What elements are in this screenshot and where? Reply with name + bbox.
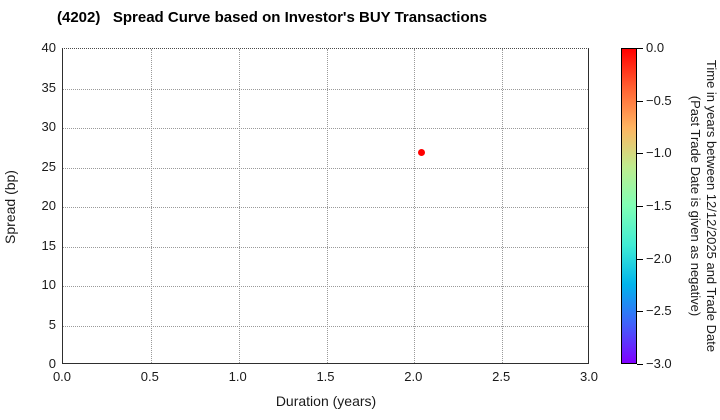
v-gridline [414,49,416,363]
colorbar-tick [637,258,643,260]
x-tick-label: 1.5 [316,369,335,384]
y-tick-label: 30 [41,119,56,134]
v-gridline [238,49,240,363]
colorbar-tick-label: −2.5 [646,303,672,319]
scatter-point [417,148,425,156]
colorbar-tick-label: −2.0 [646,250,672,266]
h-gridline [63,246,588,248]
colorbar-tick-label: −1.5 [646,198,672,213]
colorbar-tick [637,311,643,313]
x-tick-label: 0.0 [52,369,72,384]
colorbar-label-line1: Time in years between 12/12/2025 and Tra… [704,59,719,353]
colorbar-tick [637,153,643,155]
colorbar-tick-label: 0.0 [646,40,665,55]
x-axis-label: Duration (years) [275,393,377,409]
v-gridline [150,49,152,363]
h-gridline [63,88,588,90]
v-gridline [502,49,504,363]
x-tick-label: 2.5 [492,369,511,384]
y-tick-label: 25 [41,158,56,174]
y-tick-label: 10 [41,277,56,292]
colorbar-tick-label: −0.5 [646,92,672,108]
colorbar-tick-label: −1.0 [646,145,672,161]
chart-title: (4202) Spread Curve based on Investor's … [57,9,488,26]
x-tick-label: 0.5 [140,369,159,384]
colorbar-tick [637,206,643,207]
colorbar-tick [637,100,643,102]
colorbar-gradient [621,48,637,364]
x-tick-label: 3.0 [579,369,599,384]
h-gridline [63,286,588,287]
colorbar-axis-label: Time in years between 12/12/2025 and Tra… [687,45,719,367]
h-gridline [63,207,588,208]
y-axis-label: Spread (bp) [2,170,18,244]
colorbar-tick [637,48,643,49]
colorbar-tick-label: −3.0 [646,356,672,371]
y-tick-label: 0 [48,356,56,371]
y-tick-label: 35 [41,79,56,95]
plot-area [62,48,589,364]
y-tick-label: 5 [48,316,56,332]
colorbar-label-line2: (Past Trade Date is given as negative) [688,95,703,317]
y-tick-label: 20 [41,198,56,213]
x-tick-label: 2.0 [404,369,423,384]
x-tick-label: 1.0 [228,369,247,384]
h-gridline [63,167,588,169]
colorbar-tick [637,364,643,365]
h-gridline [63,325,588,327]
y-tick-label: 15 [41,237,56,253]
y-tick-label: 40 [41,40,56,55]
h-gridline [63,128,588,129]
v-gridline [326,49,328,363]
